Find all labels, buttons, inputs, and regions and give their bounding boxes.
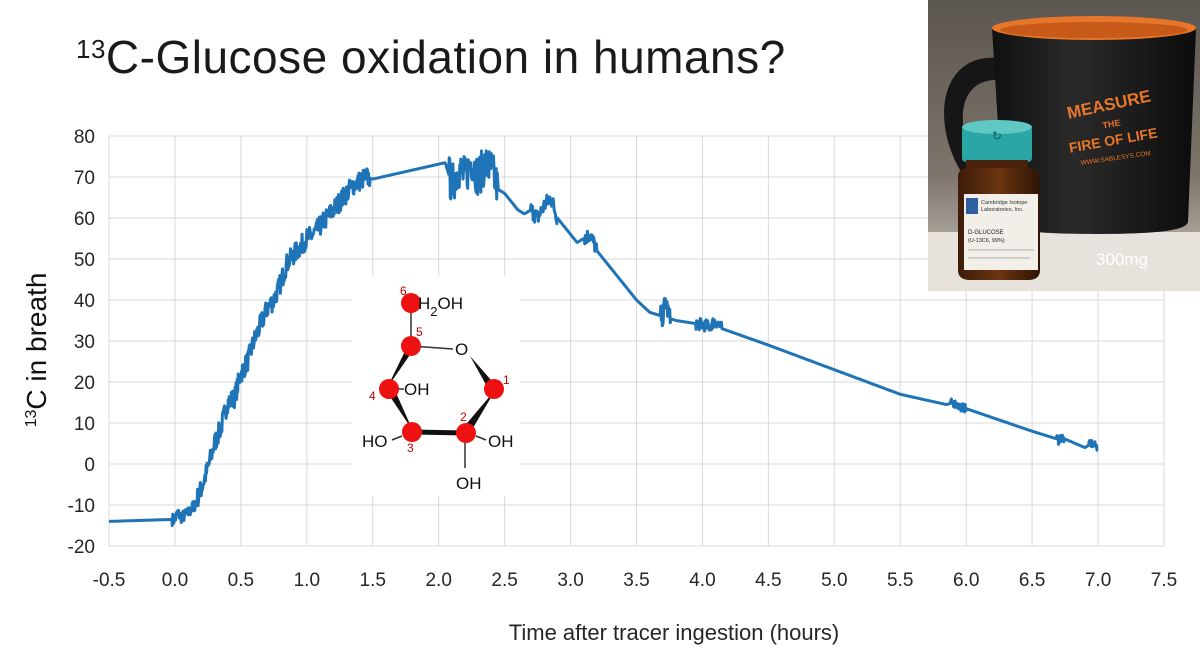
- jar-cap: [962, 126, 1032, 162]
- slide-title: 13C-Glucose oxidation in humans?: [76, 30, 786, 84]
- x-tick-label: 6.0: [953, 570, 979, 591]
- atom-c3: [402, 422, 422, 442]
- x-tick-label: 7.5: [1151, 570, 1177, 591]
- y-tick-label: 80: [74, 127, 95, 148]
- product-photo: MEASURE THE FIRE OF LIFE WWW.SABLESYS.CO…: [928, 0, 1200, 291]
- jar-cap-top: [962, 120, 1032, 134]
- photo-caption: 300mg: [1096, 250, 1148, 269]
- label-h-subscript: 2: [430, 304, 437, 319]
- label-h: H: [418, 294, 430, 313]
- atom-c4: [379, 379, 399, 399]
- label-ho-c3: HO: [362, 432, 388, 451]
- x-tick-label: 5.5: [887, 570, 913, 591]
- y-tick-label: 50: [74, 250, 95, 271]
- atom-c2: [456, 423, 476, 443]
- x-tick-label: 0.5: [228, 570, 254, 591]
- atom-c5: [401, 336, 421, 356]
- y-tick-label: 60: [74, 209, 95, 230]
- y-tick-label: -20: [68, 537, 95, 558]
- x-tick-label: 3.0: [557, 570, 583, 591]
- y-axis-label: 13C in breath: [21, 273, 52, 428]
- title-superscript: 13: [76, 34, 106, 64]
- x-tick-label: 3.5: [623, 570, 649, 591]
- label-h2oh: H2OH: [418, 294, 463, 319]
- y-axis-label-text: C in breath: [21, 273, 52, 410]
- label-oh-bottom: OH: [456, 474, 482, 493]
- jar-neck: [966, 160, 1028, 170]
- atom-c1: [484, 379, 504, 399]
- mug-text-the: THE: [1102, 118, 1121, 131]
- atom-number-1: 1: [503, 373, 510, 387]
- jar-cap-logo: ↻: [992, 129, 1002, 143]
- y-tick-labels: 80 70 60 50 40 30 20 10 0 -10 -20: [68, 127, 95, 558]
- bond-c3-ho: [391, 435, 403, 441]
- jar-label-company-line2: Laboratories, Inc.: [981, 207, 1024, 213]
- atom-number-3: 3: [407, 441, 414, 455]
- x-tick-labels: -0.5 0.0 0.5 1.0 1.5 2.0 2.5 3.0 3.5 4.0 4.5 5.0 5.5…: [93, 570, 1178, 591]
- x-tick-label: 2.5: [491, 570, 517, 591]
- y-axis-label-superscript: 13: [23, 409, 40, 427]
- label-ring-oxygen: O: [455, 340, 468, 359]
- label-oh-c4: OH: [404, 380, 430, 399]
- y-tick-label: 20: [74, 373, 95, 394]
- y-tick-label: 30: [74, 332, 95, 353]
- x-tick-label: 0.0: [162, 570, 188, 591]
- x-tick-label: 5.0: [821, 570, 847, 591]
- jar-label-product: D-GLUCOSE: [968, 230, 1004, 236]
- x-tick-label: 6.5: [1019, 570, 1045, 591]
- atom-number-2: 2: [460, 410, 467, 424]
- x-tick-label: 4.5: [755, 570, 781, 591]
- label-oh-top: OH: [438, 294, 464, 313]
- x-tick-label: 4.0: [689, 570, 715, 591]
- bond-c1-c2: [462, 389, 496, 433]
- x-tick-label: 2.0: [425, 570, 451, 591]
- x-tick-label: 7.0: [1085, 570, 1111, 591]
- x-axis-label: Time after tracer ingestion (hours): [509, 620, 840, 645]
- bond-c2-oh: [475, 435, 487, 441]
- mug-body: [992, 28, 1196, 234]
- mug-handle: [944, 57, 1006, 205]
- atom-number-5: 5: [416, 325, 423, 339]
- y-tick-label: 70: [74, 168, 95, 189]
- x-tick-label: 1.0: [294, 570, 320, 591]
- mug-opening: [1000, 22, 1188, 38]
- atom-number-6: 6: [400, 284, 407, 298]
- label-oh-c2: OH: [488, 432, 514, 451]
- jar-label-logo: [966, 198, 978, 214]
- jar-label-company-line1: Cambridge Isotope: [981, 200, 1027, 206]
- x-tick-label: -0.5: [93, 570, 126, 591]
- y-tick-label: 40: [74, 291, 95, 312]
- series-line: [108, 149, 1099, 528]
- y-tick-label: 10: [74, 414, 95, 435]
- y-tick-label: 0: [84, 455, 95, 476]
- atom-c6: [401, 293, 421, 313]
- atom-number-4: 4: [369, 389, 376, 403]
- y-tick-label: -10: [68, 496, 95, 517]
- jar-label-isotope: (U-13C6, 99%): [968, 238, 1005, 244]
- x-tick-label: 1.5: [360, 570, 386, 591]
- title-text: C-Glucose oxidation in humans?: [105, 31, 786, 83]
- glucose-molecule: 6 5 1 4 3 2 H2OH O OH HO OH OH: [352, 276, 520, 496]
- bond-c4-c5: [387, 345, 414, 388]
